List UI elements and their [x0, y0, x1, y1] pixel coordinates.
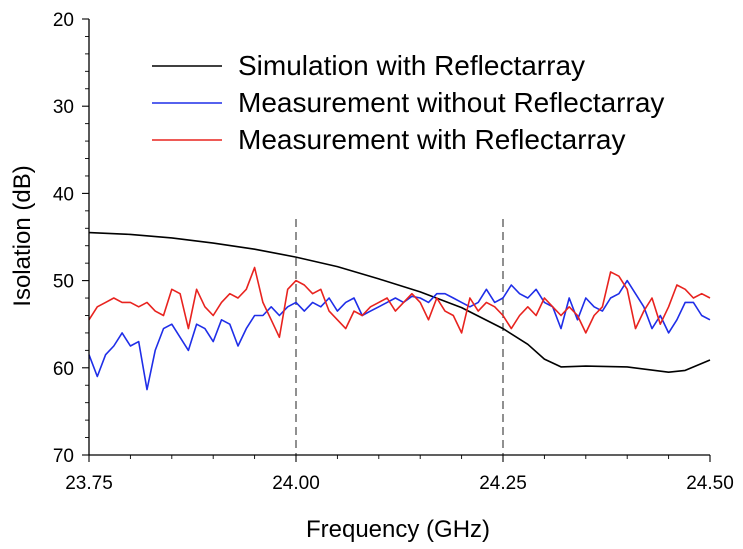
legend-label-2: Measurement without Reflectarray: [238, 87, 664, 118]
legend-label-3: Measurement with Reflectarray: [238, 124, 625, 155]
y-axis-title: Isolation (dB): [9, 165, 36, 306]
x-tick-label: 24.50: [686, 473, 734, 494]
y-tick-label: 70: [53, 446, 74, 467]
x-tick-label: 24.00: [272, 473, 320, 494]
y-tick-label: 40: [53, 184, 74, 205]
y-tick-label: 30: [53, 97, 74, 118]
series-line-2: [88, 279, 711, 391]
x-axis-title: Frequency (GHz): [306, 516, 490, 543]
y-tick-label: 50: [53, 272, 74, 293]
x-tick-label: 23.75: [65, 473, 113, 494]
x-tick-label: 24.25: [479, 473, 527, 494]
series-line-3: [88, 266, 711, 339]
y-tick-label: 20: [53, 10, 74, 31]
y-tick-label: 60: [53, 359, 74, 380]
series-line-1: [88, 231, 711, 374]
legend-label-1: Simulation with Reflectarray: [238, 50, 585, 81]
